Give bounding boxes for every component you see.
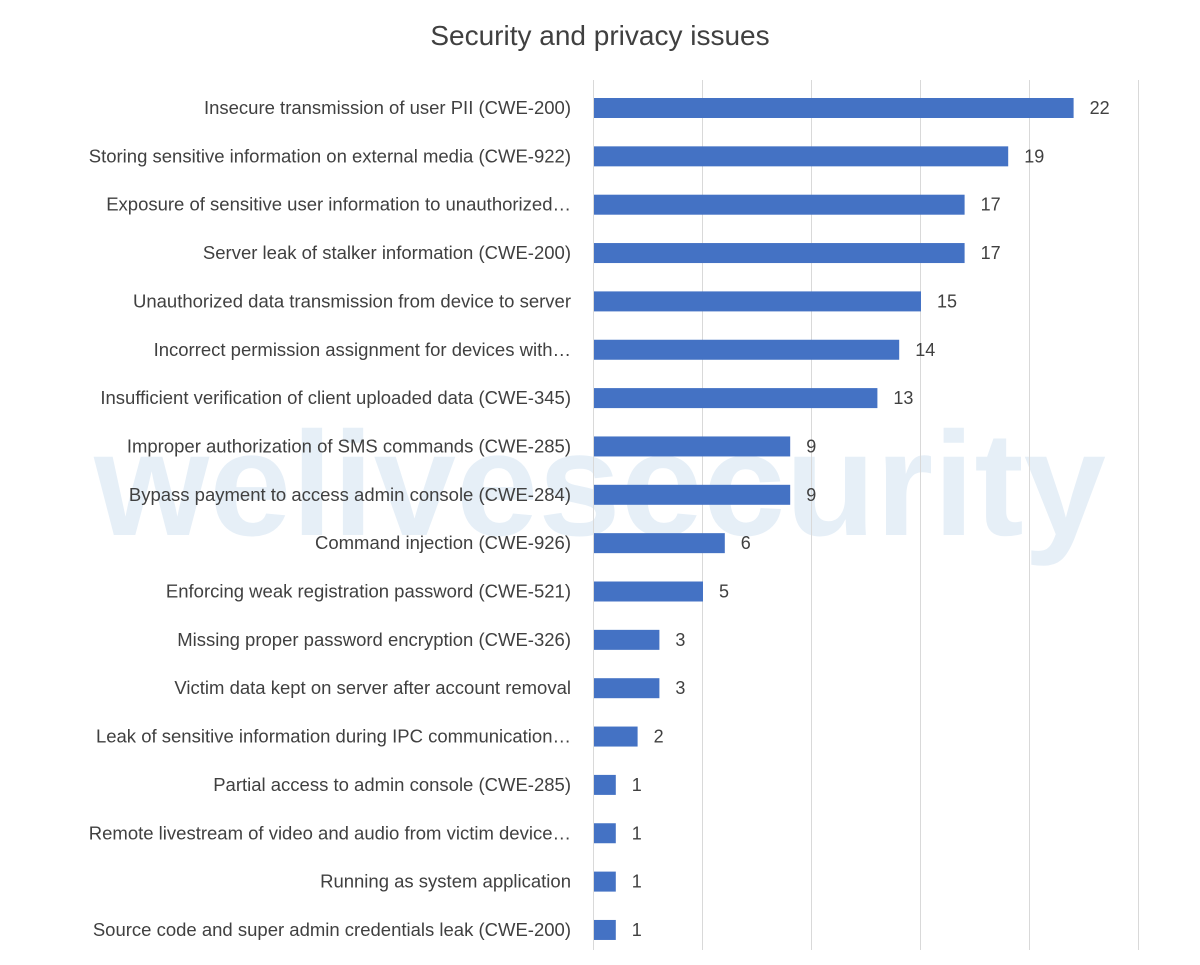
data-label: 14 xyxy=(915,340,935,360)
bar xyxy=(594,146,1009,167)
data-label: 17 xyxy=(981,195,1001,215)
bar xyxy=(594,726,638,747)
bar xyxy=(594,388,878,409)
data-label: 17 xyxy=(981,243,1001,263)
gridlines xyxy=(593,80,1139,950)
data-label: 2 xyxy=(654,727,664,747)
data-label: 15 xyxy=(937,291,957,311)
bars xyxy=(594,98,1074,940)
category-label: Unauthorized data transmission from devi… xyxy=(133,290,571,311)
category-label: Insecure transmission of user PII (CWE-2… xyxy=(204,97,571,118)
category-label: Storing sensitive information on externa… xyxy=(89,145,571,166)
category-label: Exposure of sensitive user information t… xyxy=(106,194,571,215)
category-label: Enforcing weak registration password (CW… xyxy=(166,581,571,602)
bar xyxy=(594,774,616,795)
category-label: Improper authorization of SMS commands (… xyxy=(127,435,571,456)
bar xyxy=(594,194,965,215)
bar xyxy=(594,291,921,312)
category-labels: Insecure transmission of user PII (CWE-2… xyxy=(89,97,571,940)
category-label: Incorrect permission assignment for devi… xyxy=(154,339,571,360)
category-label: Command injection (CWE-926) xyxy=(315,532,571,553)
category-label: Source code and super admin credentials … xyxy=(93,919,571,940)
category-label: Leak of sensitive information during IPC… xyxy=(96,726,571,747)
category-label: Missing proper password encryption (CWE-… xyxy=(177,629,571,650)
data-label: 22 xyxy=(1090,98,1110,118)
category-label: Victim data kept on server after account… xyxy=(174,677,571,698)
bar xyxy=(594,629,660,650)
bar xyxy=(594,823,616,844)
bar xyxy=(594,533,725,554)
bar xyxy=(594,98,1074,118)
data-label: 1 xyxy=(632,823,642,843)
category-label: Partial access to admin console (CWE-285… xyxy=(213,774,571,795)
data-label: 3 xyxy=(675,630,685,650)
category-label: Remote livestream of video and audio fro… xyxy=(89,822,571,843)
data-label: 9 xyxy=(806,436,816,456)
category-label: Server leak of stalker information (CWE-… xyxy=(203,242,571,263)
value-labels: 22 19 17 17 15 14 13 9 9 6 5 3 3 2 1 1 1 1 xyxy=(632,98,1110,940)
data-label: 19 xyxy=(1024,146,1044,166)
bar xyxy=(594,919,616,940)
data-label: 13 xyxy=(893,388,913,408)
bar xyxy=(594,678,660,699)
data-label: 1 xyxy=(632,872,642,892)
category-label: Insufficient verification of client uplo… xyxy=(100,387,571,408)
data-label: 9 xyxy=(806,485,816,505)
bar xyxy=(594,871,616,892)
bar xyxy=(594,243,965,264)
data-label: 1 xyxy=(632,775,642,795)
bar xyxy=(594,339,900,360)
bar xyxy=(594,484,791,505)
bar xyxy=(594,436,791,457)
data-label: 1 xyxy=(632,920,642,940)
category-label: Bypass payment to access admin console (… xyxy=(129,484,571,505)
data-label: 5 xyxy=(719,582,729,602)
bar xyxy=(594,581,703,602)
data-label: 6 xyxy=(741,533,751,553)
category-label: Running as system application xyxy=(320,871,571,892)
chart-title: Security and privacy issues xyxy=(430,20,769,51)
data-label: 3 xyxy=(675,678,685,698)
